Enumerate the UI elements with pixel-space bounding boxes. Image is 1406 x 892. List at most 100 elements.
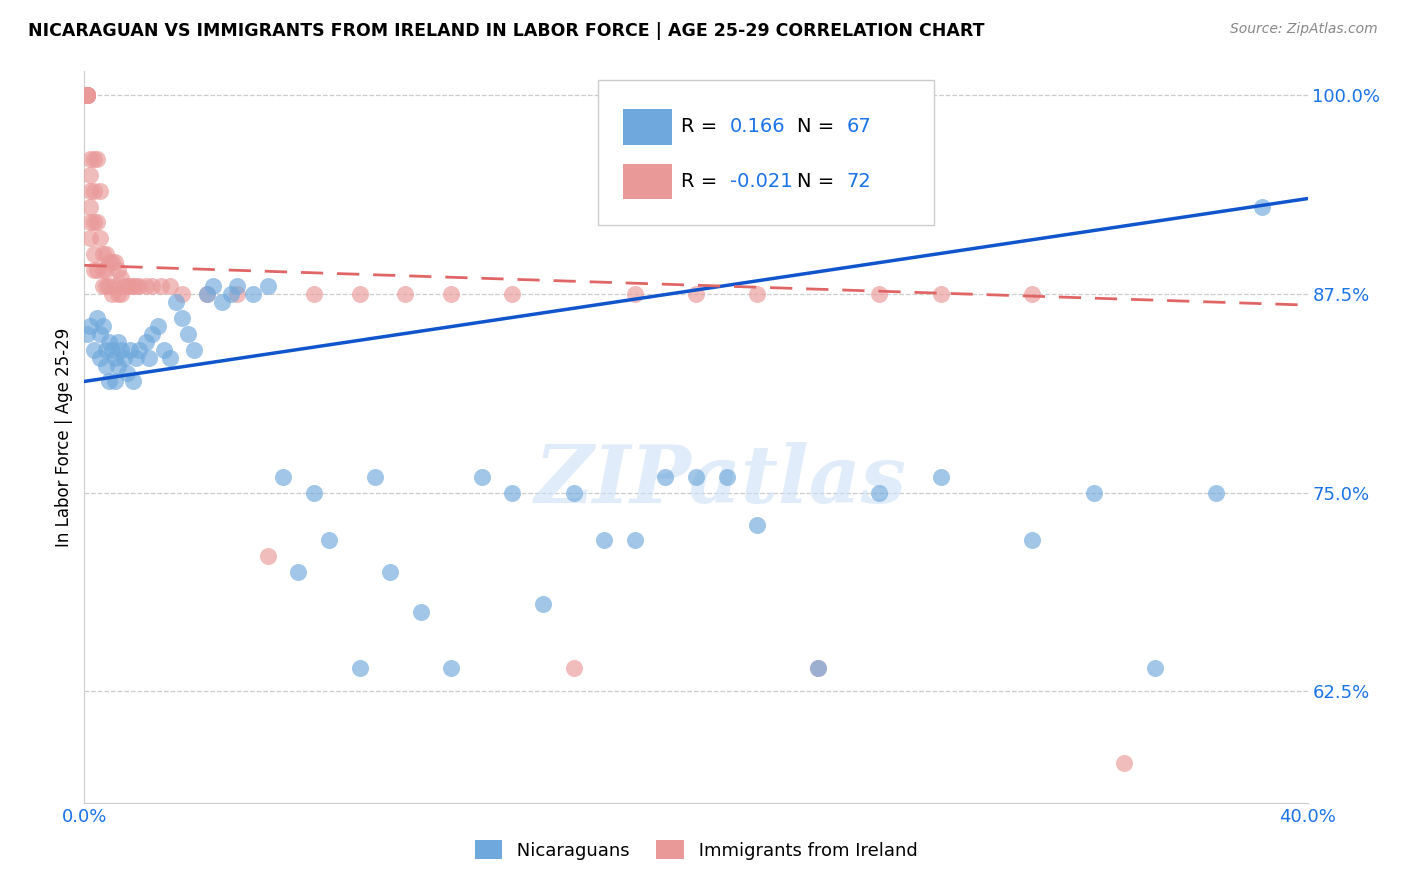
Point (242, 287, 264, 301)
Point (409, 605, 432, 619)
Text: 67: 67 (846, 117, 872, 136)
Point (94, 263, 117, 277)
Point (97, 255, 120, 269)
Point (112, 279, 135, 293)
Point (349, 287, 371, 301)
Y-axis label: In Labor Force | Age 25-29: In Labor Force | Age 25-29 (55, 327, 73, 547)
Point (76, 88, 98, 103)
Point (86, 310, 108, 325)
Point (128, 279, 150, 293)
Point (86, 215, 108, 229)
Point (302, 485, 325, 500)
Point (83, 343, 105, 357)
Point (115, 279, 138, 293)
Point (624, 287, 647, 301)
Point (159, 279, 181, 293)
Text: 0.166: 0.166 (730, 117, 786, 136)
Point (287, 566, 309, 580)
Point (76, 88, 98, 103)
Point (112, 351, 135, 365)
Point (869, 287, 891, 301)
Point (141, 326, 163, 341)
Point (364, 470, 387, 484)
Point (94, 359, 117, 373)
Point (226, 279, 249, 293)
Point (89, 351, 111, 365)
Point (115, 367, 138, 381)
Point (83, 184, 105, 198)
FancyBboxPatch shape (598, 80, 935, 225)
Point (107, 287, 129, 301)
Point (94, 343, 117, 357)
Point (97, 279, 120, 293)
Point (91, 247, 114, 261)
Point (1021, 533, 1043, 548)
Point (219, 287, 242, 301)
Point (138, 351, 160, 365)
Point (76, 88, 98, 103)
Point (76, 88, 98, 103)
Point (86, 152, 108, 166)
Point (153, 343, 176, 357)
Point (83, 152, 105, 166)
Point (110, 343, 132, 357)
Point (685, 287, 707, 301)
Point (76, 88, 98, 103)
Point (149, 279, 172, 293)
Point (1250, 200, 1272, 214)
Point (79, 152, 101, 166)
Point (76, 88, 98, 103)
Point (76, 88, 98, 103)
Point (76, 88, 98, 103)
Point (122, 375, 145, 389)
Point (79, 168, 101, 182)
Text: R =: R = (682, 117, 724, 136)
Point (104, 255, 127, 269)
Point (1205, 485, 1227, 500)
Point (562, 660, 585, 674)
Point (125, 351, 148, 365)
Text: N =: N = (797, 171, 841, 191)
Point (110, 287, 132, 301)
Point (86, 263, 108, 277)
Point (471, 470, 494, 484)
Text: Source: ZipAtlas.com: Source: ZipAtlas.com (1230, 22, 1378, 37)
Point (172, 310, 194, 325)
Point (89, 231, 111, 245)
Point (1083, 485, 1105, 500)
Point (79, 200, 101, 214)
Point (318, 533, 340, 548)
Point (104, 279, 127, 293)
Point (349, 660, 371, 674)
Point (76, 88, 98, 103)
Point (128, 343, 150, 357)
Point (91, 279, 114, 293)
Point (531, 597, 554, 611)
Point (107, 359, 129, 373)
Point (79, 215, 101, 229)
Point (107, 334, 129, 349)
Point (120, 279, 142, 293)
Point (807, 660, 830, 674)
Point (502, 485, 524, 500)
Point (104, 351, 127, 365)
Point (101, 287, 124, 301)
Point (440, 660, 463, 674)
Point (380, 566, 402, 580)
Point (146, 318, 169, 333)
Point (120, 343, 142, 357)
Point (685, 470, 707, 484)
Point (76, 88, 98, 103)
Text: -0.021: -0.021 (730, 171, 793, 191)
Point (101, 343, 124, 357)
Point (869, 485, 891, 500)
Legend:  Nicaraguans,  Immigrants from Ireland: Nicaraguans, Immigrants from Ireland (467, 833, 925, 867)
Point (91, 318, 114, 333)
Point (183, 343, 205, 357)
Point (110, 271, 132, 285)
Bar (623, 164, 672, 200)
Point (97, 334, 120, 349)
Point (1143, 660, 1166, 674)
Point (226, 287, 249, 301)
Text: ZIPatlas: ZIPatlas (534, 442, 907, 520)
